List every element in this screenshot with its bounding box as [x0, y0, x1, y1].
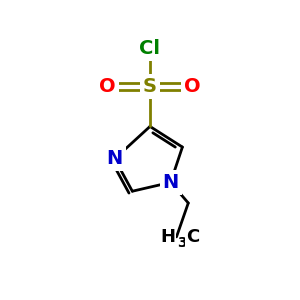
Text: C: C	[186, 228, 199, 246]
Text: O: O	[184, 77, 201, 96]
Text: 3: 3	[177, 236, 187, 250]
Text: N: N	[163, 173, 179, 192]
Text: O: O	[99, 77, 116, 96]
Text: N: N	[106, 149, 123, 168]
Text: Cl: Cl	[140, 39, 160, 58]
Text: S: S	[143, 77, 157, 96]
Text: H: H	[160, 228, 175, 246]
